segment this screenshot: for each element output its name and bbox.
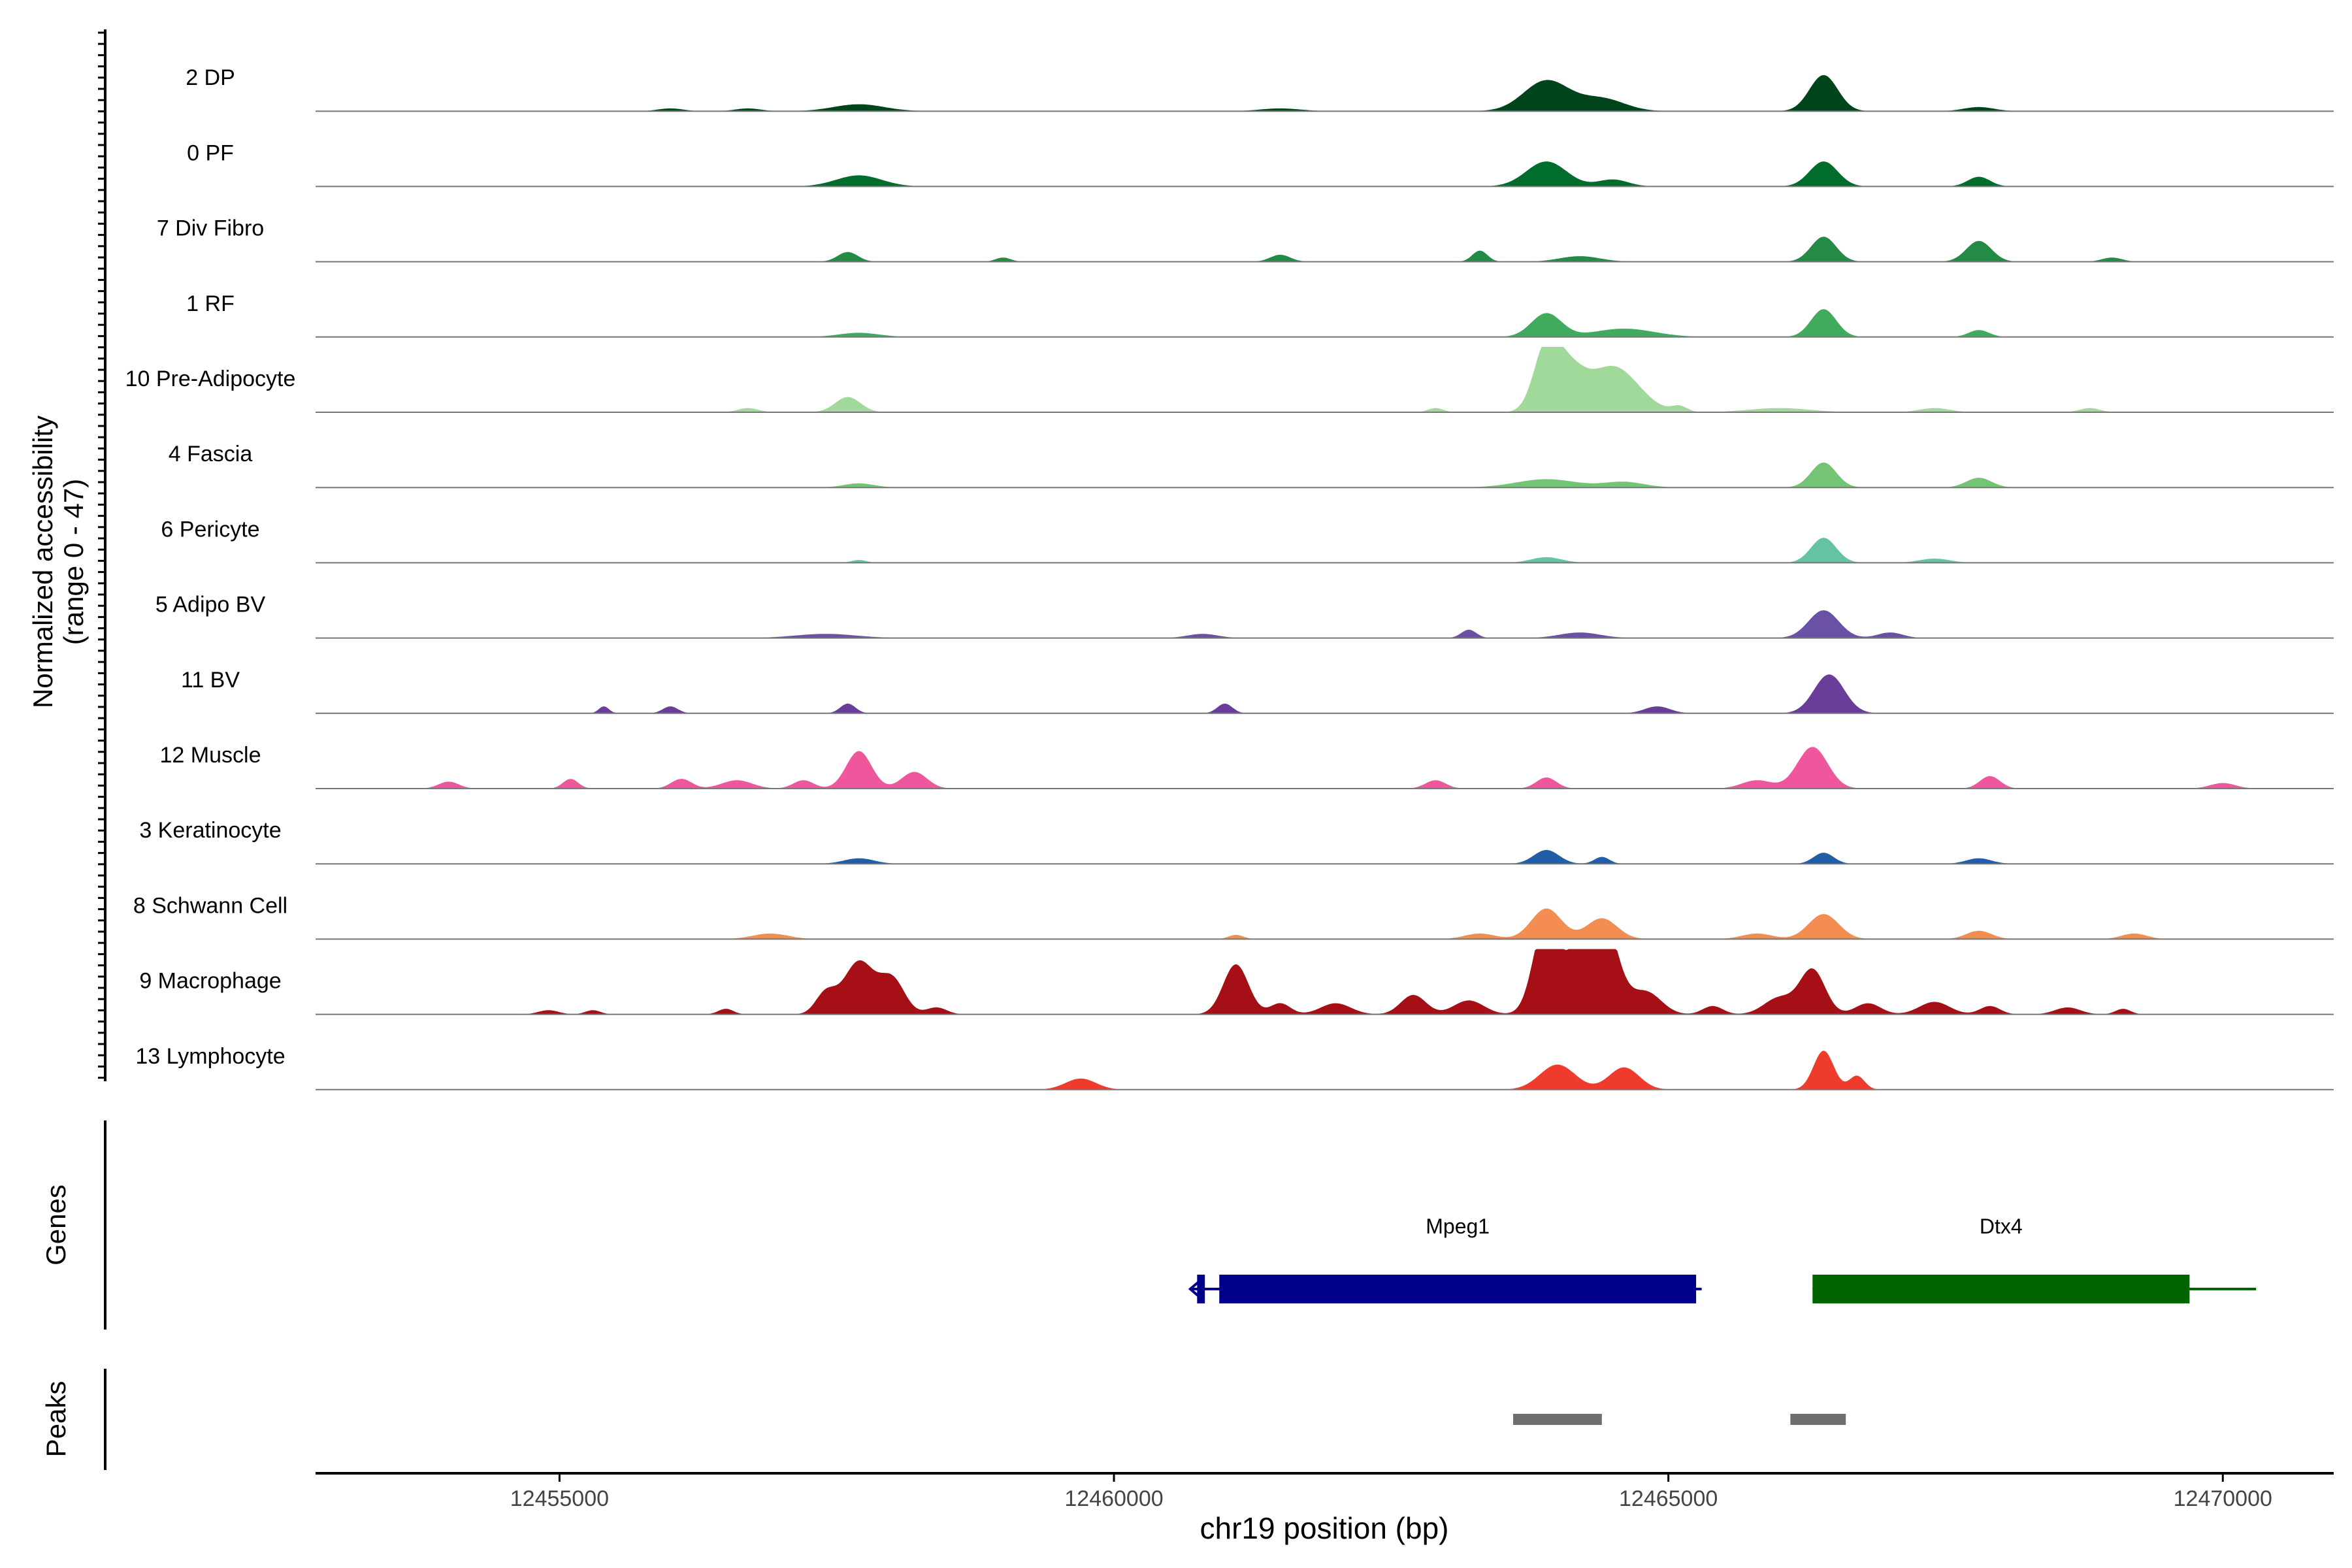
track-label: 4 Fascia bbox=[169, 442, 253, 466]
track-label: 8 Schwann Cell bbox=[133, 893, 287, 918]
track-label: 11 BV bbox=[181, 668, 240, 693]
peak-region bbox=[1513, 1414, 1602, 1425]
coverage-area bbox=[316, 462, 2334, 488]
gene-mpeg1: Mpeg1 bbox=[1188, 1215, 1702, 1303]
coverage-area bbox=[316, 674, 2334, 713]
track-label: 5 Adipo BV bbox=[155, 593, 266, 617]
track-label: 12 Muscle bbox=[160, 743, 261, 768]
coverage-y-axis-label-line1: Normalized accessibility bbox=[27, 416, 58, 708]
x-axis-tick-label: 12465000 bbox=[1619, 1486, 1718, 1511]
track-10-pre-adipocyte: 10 Pre-Adipocyte bbox=[125, 347, 2334, 413]
coverage-area bbox=[316, 161, 2334, 187]
gene-exon bbox=[1197, 1275, 1205, 1303]
track-2-dp: 2 DP bbox=[186, 65, 2334, 112]
track-3-keratinocyte: 3 Keratinocyte bbox=[139, 818, 2334, 865]
track-8-schwann-cell: 8 Schwann Cell bbox=[133, 893, 2334, 940]
gene-dtx4: Dtx4 bbox=[1812, 1215, 2257, 1303]
track-12-muscle: 12 Muscle bbox=[160, 743, 2334, 789]
track-label: 0 PF bbox=[187, 140, 234, 165]
track-4-fascia: 4 Fascia bbox=[169, 442, 2334, 489]
coverage-area bbox=[316, 309, 2334, 337]
track-label: 9 Macrophage bbox=[139, 969, 281, 994]
coverage-area bbox=[316, 74, 2334, 112]
coverage-area bbox=[316, 610, 2334, 638]
x-axis-tick-label: 12460000 bbox=[1064, 1486, 1163, 1511]
track-label: 10 Pre-Adipocyte bbox=[125, 367, 296, 391]
peak-regions bbox=[1513, 1414, 1846, 1425]
gene-models: Mpeg1 Dtx4 bbox=[1188, 1215, 2257, 1303]
gene-exon bbox=[1219, 1275, 1697, 1303]
x-axis-tick-label: 12470000 bbox=[2174, 1486, 2272, 1511]
gene-label: Mpeg1 bbox=[1426, 1215, 1490, 1238]
coverage-y-axis: Normalized accessibility (range 0 - 47) bbox=[27, 29, 106, 1081]
x-axis: 12455000 12460000 12465000 12470000 chr19 p… bbox=[316, 1472, 2334, 1545]
track-0-pf: 0 PF bbox=[187, 140, 2334, 188]
peaks-panel: Peaks bbox=[41, 1369, 1846, 1470]
x-axis-title: chr19 position (bp) bbox=[1200, 1511, 1449, 1545]
gene-label: Dtx4 bbox=[1980, 1215, 2023, 1238]
track-13-lymphocyte: 13 Lymphocyte bbox=[135, 1044, 2334, 1090]
track-1-rf: 1 RF bbox=[186, 291, 2334, 338]
track-label: 7 Div Fibro bbox=[157, 216, 264, 241]
coverage-area bbox=[316, 237, 2334, 262]
track-7-div-fibro: 7 Div Fibro bbox=[157, 216, 2334, 263]
peak-region bbox=[1790, 1414, 1846, 1425]
track-label: 13 Lymphocyte bbox=[135, 1044, 285, 1069]
track-11-bv: 11 BV bbox=[181, 668, 2334, 714]
coverage-area bbox=[316, 747, 2334, 789]
coverage-area bbox=[316, 538, 2334, 563]
gene-exon bbox=[1812, 1275, 2190, 1303]
track-9-macrophage: 9 Macrophage bbox=[139, 949, 2334, 1015]
coverage-area bbox=[316, 1051, 2334, 1090]
coverage-area bbox=[316, 949, 2334, 1015]
coverage-area bbox=[316, 347, 2334, 412]
track-label: 1 RF bbox=[186, 291, 235, 316]
genes-panel: Genes Mpeg1 Dtx4 bbox=[41, 1120, 2257, 1330]
coverage-y-axis-label-line2: (range 0 - 47) bbox=[58, 479, 89, 645]
coverage-tracks: 2 DP 0 PF 7 Div Fibro 1 RF 10 Pre-Adipocyte 4… bbox=[125, 65, 2334, 1090]
strand-arrow-icon bbox=[1188, 1280, 1201, 1298]
coverage-area bbox=[316, 908, 2334, 939]
coverage-y-axis-ticks bbox=[98, 31, 105, 1079]
peaks-panel-label: Peaks bbox=[41, 1381, 71, 1458]
track-label: 2 DP bbox=[186, 65, 235, 90]
x-axis-tick-label: 12455000 bbox=[510, 1486, 609, 1511]
track-label: 6 Pericyte bbox=[161, 517, 259, 542]
genes-panel-label: Genes bbox=[41, 1184, 71, 1266]
x-axis-ticks: 12455000 12460000 12465000 12470000 bbox=[510, 1473, 2272, 1511]
track-label: 3 Keratinocyte bbox=[139, 818, 281, 843]
track-5-adipo-bv: 5 Adipo BV bbox=[155, 593, 2334, 639]
coverage-area bbox=[316, 849, 2334, 864]
track-6-pericyte: 6 Pericyte bbox=[161, 517, 2334, 564]
